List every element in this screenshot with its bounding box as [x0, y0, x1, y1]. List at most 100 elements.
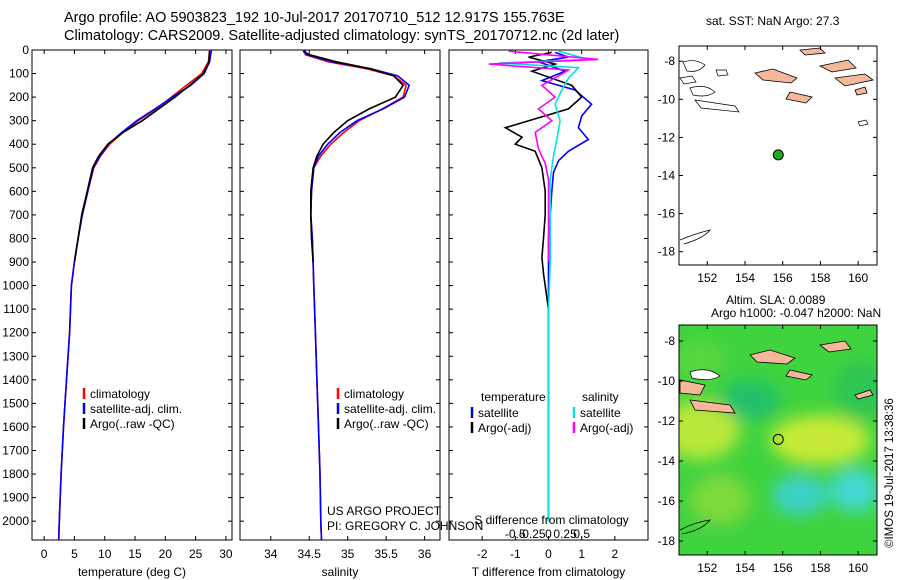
- x-tick-label: 34: [264, 547, 278, 561]
- legend-label: Argo(..raw -QC): [90, 417, 175, 431]
- legend-title-salinity: salinity: [582, 390, 619, 404]
- x-tick-label: 160: [848, 561, 868, 575]
- y-tick-label: -18: [658, 534, 676, 548]
- y-tick-label: -8: [664, 334, 675, 348]
- y-tick-label: 1700: [2, 443, 29, 457]
- y-tick-label: -10: [658, 92, 676, 106]
- figure-subtitle: Climatology: CARS2009. Satellite-adjuste…: [64, 28, 620, 44]
- y-tick-label: 1500: [2, 396, 29, 410]
- x-tick-label: 34.5: [298, 547, 322, 561]
- legend-label: satellite: [580, 406, 621, 420]
- y-tick-label: -14: [658, 454, 676, 468]
- x-tick-label: -1: [510, 547, 521, 561]
- x-tick-label: 0: [41, 547, 48, 561]
- x-axis-label: salinity: [322, 565, 359, 579]
- x-tick-label: 156: [773, 271, 793, 285]
- x-tick-label: 154: [735, 561, 755, 575]
- x-tick-label: 2: [611, 547, 618, 561]
- map-frame: [678, 45, 878, 266]
- x-tick-label-2: 0: [545, 527, 552, 541]
- y-tick-label: -16: [658, 494, 676, 508]
- y-tick-label: 1200: [2, 326, 29, 340]
- y-tick-label: 800: [9, 231, 29, 245]
- sla-heatmap: [679, 325, 877, 555]
- x-tick-label-2: -0.5: [505, 527, 526, 541]
- y-tick-label: 1400: [2, 373, 29, 387]
- y-tick-label: -12: [658, 414, 676, 428]
- y-tick-label: -10: [658, 374, 676, 388]
- y-tick-label: 100: [9, 67, 29, 81]
- x-tick-label: 36: [418, 547, 432, 561]
- sst-map-label: sat. SST: NaN Argo: 27.3: [706, 14, 840, 28]
- y-tick-label: -8: [664, 54, 675, 68]
- y-tick-label: 0: [22, 43, 29, 57]
- y-tick-label: -14: [658, 168, 676, 182]
- x-tick-label: 0: [545, 547, 552, 561]
- y-tick-label: 2000: [2, 514, 29, 528]
- x-tick-label: 5: [71, 547, 78, 561]
- y-tick-label: 1900: [2, 491, 29, 505]
- credit-pi: PI: GREGORY C. JOHNSON: [327, 519, 483, 533]
- figure-title: Argo profile: AO 5903823_192 10-Jul-2017…: [64, 10, 565, 26]
- legend-label: satellite: [478, 406, 519, 420]
- panel-frame: [239, 49, 441, 541]
- y-tick-label: -12: [658, 130, 676, 144]
- x-tick-label-2: 0.25: [553, 527, 577, 541]
- credit-project: US ARGO PROJECT: [327, 504, 442, 518]
- legend-label: climatology: [90, 387, 150, 401]
- x-tick-label: 152: [697, 271, 717, 285]
- y-tick-label: 300: [9, 114, 29, 128]
- legend-label: Argo(..raw -QC): [344, 417, 429, 431]
- panel-frame: [31, 49, 233, 541]
- series-line-1-3: [73, 51, 211, 263]
- x-tick-label-2: -0.25: [518, 527, 546, 541]
- y-tick-label: 500: [9, 161, 29, 175]
- argo-location-marker: [772, 149, 784, 161]
- legend-label: satellite-adj. clim.: [344, 402, 436, 416]
- legend-label: Argo(-adj): [478, 421, 531, 435]
- x-tick-label: 35: [341, 547, 355, 561]
- y-tick-label: 600: [9, 184, 29, 198]
- y-tick-label: 900: [9, 255, 29, 269]
- x-tick-label-2: 0.5: [573, 527, 590, 541]
- map-frame: [678, 324, 878, 556]
- x-axis-label: temperature (deg C): [78, 565, 186, 579]
- y-tick-label: 200: [9, 90, 29, 104]
- y-tick-label: 1000: [2, 279, 29, 293]
- series-line-2-2: [303, 49, 411, 541]
- x-tick-label: 10: [98, 547, 112, 561]
- x-tick-label: 154: [735, 271, 755, 285]
- x-tick-label: 35.5: [374, 547, 398, 561]
- y-tick-label: 1600: [2, 420, 29, 434]
- series-line-2-1: [302, 49, 408, 541]
- series-line-3-3: [498, 50, 589, 522]
- x-tick-label: 160: [848, 271, 868, 285]
- x-tick-label: 30: [219, 547, 233, 561]
- argo-height-label: Argo h1000: -0.047 h2000: NaN: [711, 306, 882, 320]
- sst-map: 152 154 156 158 160 -8 -10 -12 -14 -16 -18: [658, 45, 878, 285]
- x-tick-label: -2: [477, 547, 488, 561]
- x-tick-label: 25: [189, 547, 203, 561]
- series-line-3-4: [488, 50, 599, 262]
- x-tick-label: 158: [810, 561, 830, 575]
- sla-map: 152 154 156 158 160 -8 -10 -12 -14 -16 -18: [658, 324, 878, 575]
- x-axis-label-2: S difference from climatology: [474, 513, 629, 527]
- profile-panel-2: 34 34.5 35 35.5 36 salinity: [239, 49, 441, 579]
- x-axis-label: T difference from climatology: [472, 565, 626, 579]
- x-tick-label: 156: [773, 561, 793, 575]
- diff-extras: S difference from climatology-0.5-0.25 0 0…: [470, 390, 633, 541]
- legend-title-temperature: temperature: [481, 390, 546, 404]
- y-tick-label: -16: [658, 207, 676, 221]
- y-tick-label: 400: [9, 137, 29, 151]
- legend-label: Argo(-adj): [580, 421, 633, 435]
- series-line-3-2: [503, 51, 583, 310]
- series-line-2-3: [302, 50, 405, 263]
- series-line-3-1: [538, 51, 593, 522]
- sla-map-label: Altim. SLA: 0.0089: [726, 293, 826, 307]
- x-tick-label: 158: [810, 271, 830, 285]
- y-tick-label: 700: [9, 208, 29, 222]
- y-tick-label: 1100: [3, 302, 29, 316]
